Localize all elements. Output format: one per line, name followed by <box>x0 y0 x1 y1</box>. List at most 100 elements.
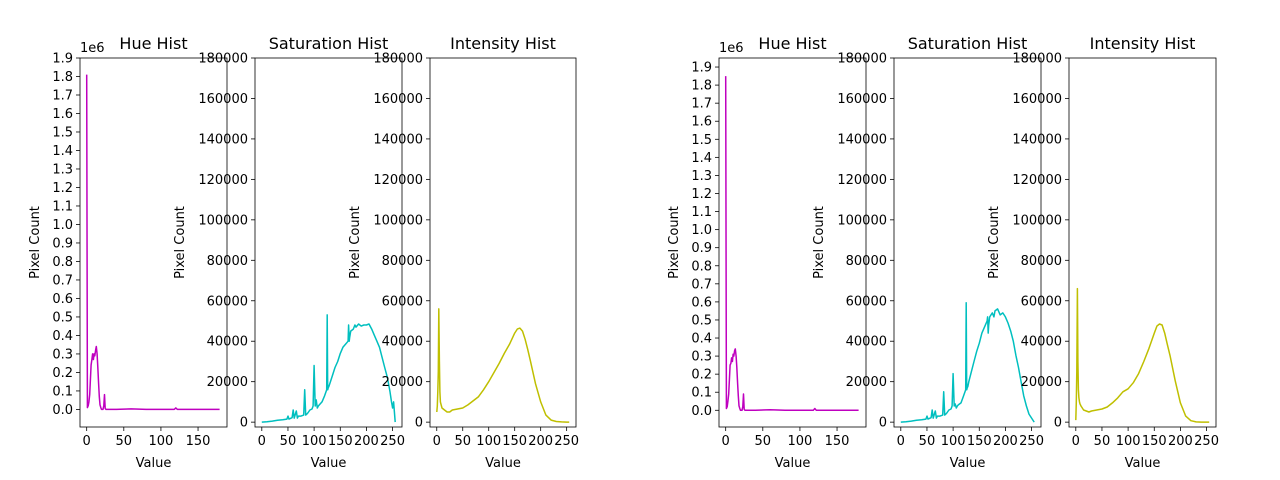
y-tick-label: 0.4 <box>52 329 73 344</box>
y-tick-label: 0.7 <box>691 277 712 292</box>
x-axis-label: Value <box>485 456 521 471</box>
y-tick-label: 0.6 <box>691 295 712 310</box>
x-axis-label: Value <box>311 456 347 471</box>
x-tick-label: 200 <box>993 434 1018 449</box>
y-tick-label: 0 <box>415 416 423 431</box>
x-tick-label: 250 <box>1019 434 1044 449</box>
y-tick-label: 40000 <box>382 335 423 350</box>
x-tick-label: 100 <box>476 434 501 449</box>
y-tick-label: 1.5 <box>691 133 712 148</box>
y-tick-label: 0.5 <box>691 313 712 328</box>
y-tick-label: 1.7 <box>691 97 712 112</box>
y-tick-label: 100000 <box>373 213 423 228</box>
x-tick-label: 0 <box>897 434 905 449</box>
y-tick-label: 80000 <box>382 254 423 269</box>
x-axis-label: Value <box>136 456 172 471</box>
y-tick-label: 1.9 <box>691 61 712 76</box>
series-line <box>436 308 570 423</box>
y-axis-label: Pixel Count <box>28 206 43 279</box>
y-tick-label: 20000 <box>382 375 423 390</box>
y-tick-label: 120000 <box>1012 173 1062 188</box>
y-axis-label: Pixel Count <box>987 206 1002 279</box>
x-tick-label: 200 <box>1168 434 1193 449</box>
y-tick-label: 1.6 <box>52 107 73 122</box>
x-tick-label: 50 <box>755 434 772 449</box>
y-tick-label: 0.9 <box>691 241 712 256</box>
y-tick-label: 80000 <box>846 254 887 269</box>
y-tick-label: 1.3 <box>691 169 712 184</box>
subplot-4: 0 50 100 150 0.0 0.1 0.2 0.3 0.4 0.5 0.6 0.7 0.8 0.9 1… <box>667 34 867 471</box>
x-tick-label: 150 <box>328 434 353 449</box>
axes-frame <box>79 57 228 428</box>
y-axis-label: Pixel Count <box>348 206 363 279</box>
x-tick-label: 250 <box>380 434 405 449</box>
y-tick-label: 0.0 <box>52 403 73 418</box>
y-offset-label: 1e6 <box>719 41 744 56</box>
x-tick-label: 150 <box>1142 434 1167 449</box>
y-tick-label: 1.1 <box>52 199 73 214</box>
y-tick-label: 1.0 <box>691 223 712 238</box>
axes-frame <box>1068 57 1217 428</box>
x-tick-label: 50 <box>1094 434 1111 449</box>
y-tick-label: 1.4 <box>691 151 712 166</box>
x-tick-label: 50 <box>919 434 936 449</box>
x-tick-label: 250 <box>1194 434 1219 449</box>
y-tick-label: 0.5 <box>52 310 73 325</box>
series-line <box>85 74 220 411</box>
y-tick-label: 0.0 <box>691 404 712 419</box>
y-tick-label: 80000 <box>207 254 248 269</box>
y-tick-label: 0.9 <box>52 236 73 251</box>
y-tick-label: 100000 <box>198 213 248 228</box>
x-tick-label: 150 <box>825 434 850 449</box>
y-tick-label: 120000 <box>373 173 423 188</box>
y-tick-label: 0.3 <box>691 350 712 365</box>
x-tick-label: 0 <box>722 434 730 449</box>
y-tick-label: 160000 <box>837 92 887 107</box>
y-tick-label: 0.4 <box>691 332 712 347</box>
x-tick-label: 100 <box>788 434 813 449</box>
chart-title: Hue Hist <box>119 34 187 53</box>
y-tick-label: 1.3 <box>52 162 73 177</box>
x-tick-label: 50 <box>280 434 297 449</box>
x-tick-label: 50 <box>116 434 133 449</box>
y-tick-label: 1.1 <box>691 205 712 220</box>
y-tick-label: 20000 <box>846 375 887 390</box>
x-tick-label: 100 <box>302 434 327 449</box>
y-tick-label: 1.8 <box>691 79 712 94</box>
x-tick-label: 0 <box>83 434 91 449</box>
subplot-6: 0 50 100 150 200 2500200004000060000800001000… <box>987 34 1219 471</box>
y-tick-label: 0 <box>240 416 248 431</box>
y-tick-label: 0 <box>1054 416 1062 431</box>
y-tick-label: 0.8 <box>52 255 73 270</box>
y-tick-label: 160000 <box>198 92 248 107</box>
y-tick-label: 120000 <box>837 173 887 188</box>
y-tick-label: 180000 <box>373 52 423 67</box>
y-tick-label: 1.5 <box>52 125 73 140</box>
y-tick-label: 1.4 <box>52 144 73 159</box>
x-tick-label: 100 <box>941 434 966 449</box>
y-axis-label: Pixel Count <box>173 206 188 279</box>
y-tick-label: 60000 <box>382 294 423 309</box>
series-line <box>900 302 1035 423</box>
y-tick-label: 0.2 <box>52 366 73 381</box>
y-tick-label: 40000 <box>846 335 887 350</box>
y-tick-label: 0.6 <box>52 292 73 307</box>
y-tick-label: 0.1 <box>691 386 712 401</box>
subplot-5: 0 50 100 150 200 2500200004000060000800001000… <box>812 34 1044 471</box>
y-tick-label: 80000 <box>1021 254 1062 269</box>
y-tick-label: 140000 <box>1012 132 1062 147</box>
y-tick-label: 1.2 <box>52 181 73 196</box>
y-axis-label: Pixel Count <box>667 206 682 279</box>
x-tick-label: 150 <box>967 434 992 449</box>
y-tick-label: 160000 <box>373 92 423 107</box>
y-tick-label: 0.3 <box>52 347 73 362</box>
y-tick-label: 120000 <box>198 173 248 188</box>
x-tick-label: 0 <box>258 434 266 449</box>
x-tick-label: 0 <box>433 434 441 449</box>
y-tick-label: 140000 <box>837 132 887 147</box>
chart-title: Saturation Hist <box>269 34 389 53</box>
y-tick-label: 140000 <box>373 132 423 147</box>
chart-title: Intensity Hist <box>1090 34 1196 53</box>
chart-title: Intensity Hist <box>450 34 556 53</box>
y-tick-label: 0.1 <box>52 384 73 399</box>
